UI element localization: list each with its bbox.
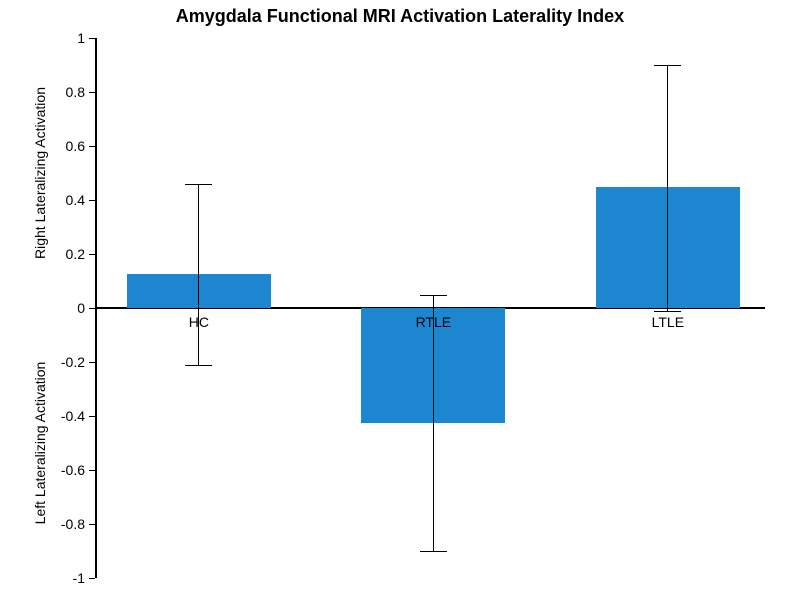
plot-area: -1-0.8-0.6-0.4-0.200.20.40.60.81HCRTLELT… — [95, 38, 765, 578]
y-label-lower: Left Lateralizing Activation — [32, 362, 48, 525]
y-tick-label: 1 — [77, 30, 95, 46]
error-cap — [185, 184, 212, 185]
y-tick-label: -0.2 — [61, 354, 95, 370]
error-cap — [185, 365, 212, 366]
error-whisker — [198, 184, 199, 365]
error-whisker — [433, 295, 434, 552]
y-tick-label: -0.8 — [61, 516, 95, 532]
y-tick-label: 0.4 — [66, 192, 95, 208]
chart-title: Amygdala Functional MRI Activation Later… — [0, 6, 800, 27]
y-tick-label: 0.6 — [66, 138, 95, 154]
category-label: RTLE — [416, 314, 452, 330]
category-label: HC — [189, 314, 209, 330]
y-tick-label: -0.4 — [61, 408, 95, 424]
error-cap — [420, 551, 447, 552]
category-label: LTLE — [652, 314, 684, 330]
y-tick-label: 0.8 — [66, 84, 95, 100]
y-tick-label: -0.6 — [61, 462, 95, 478]
error-cap — [654, 65, 681, 66]
y-tick-label: 0 — [77, 300, 95, 316]
chart-stage: Amygdala Functional MRI Activation Later… — [0, 0, 800, 595]
error-cap — [654, 311, 681, 312]
error-cap — [420, 295, 447, 296]
y-tick-label: 0.2 — [66, 246, 95, 262]
error-whisker — [667, 65, 668, 311]
y-label-upper: Right Lateralizing Activation — [32, 87, 48, 259]
y-tick-label: -1 — [73, 570, 95, 586]
